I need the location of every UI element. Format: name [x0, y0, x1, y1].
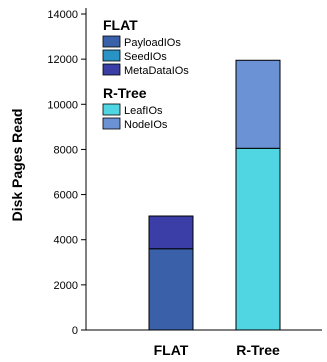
y-tick-label: 8000: [54, 144, 78, 156]
legend-swatch: [102, 49, 121, 62]
legend-label: NodeIOs: [124, 119, 168, 131]
bars: [148, 59, 281, 331]
legend-swatch: [102, 117, 121, 130]
y-axis-ticks: 0 2000 4000 6000 8000 10000 12000 14000: [47, 9, 86, 337]
bar-segment-nodeios: [235, 59, 281, 149]
y-tick-label: 4000: [54, 235, 78, 247]
y-axis-title-group: Disk Pages Read: [9, 109, 25, 222]
y-tick-label: 12000: [47, 54, 78, 66]
legend-group-header: FLAT: [103, 17, 138, 33]
x-category-label: R-Tree: [236, 342, 280, 358]
x-axis-category-labels: FLAT R-Tree: [154, 342, 280, 358]
legend-label: MetaDataIOs: [124, 65, 189, 77]
bar-segment-leafios: [235, 147, 281, 331]
y-tick-label: 0: [72, 325, 78, 337]
legend-swatch: [102, 63, 121, 76]
legend-label: PayloadIOs: [124, 37, 181, 49]
y-axis-title: Disk Pages Read: [9, 109, 25, 222]
legend-swatch: [102, 103, 121, 116]
bar-segment-payloadios: [148, 248, 194, 331]
y-tick-label: 2000: [54, 280, 78, 292]
legend-label: SeedIOs: [124, 51, 167, 63]
legend-label: LeafIOs: [124, 105, 163, 117]
legend-swatch: [102, 35, 121, 48]
y-tick-label: 14000: [47, 9, 78, 21]
bar-segment-metadataios: [148, 215, 194, 250]
y-tick-label: 10000: [47, 99, 78, 111]
x-category-label: FLAT: [154, 342, 189, 358]
legend-group-header: R-Tree: [103, 85, 147, 101]
y-tick-label: 6000: [54, 190, 78, 202]
legend: FLAT PayloadIOs SeedIOs MetaDataIOs R-Tree Le…: [102, 17, 189, 131]
